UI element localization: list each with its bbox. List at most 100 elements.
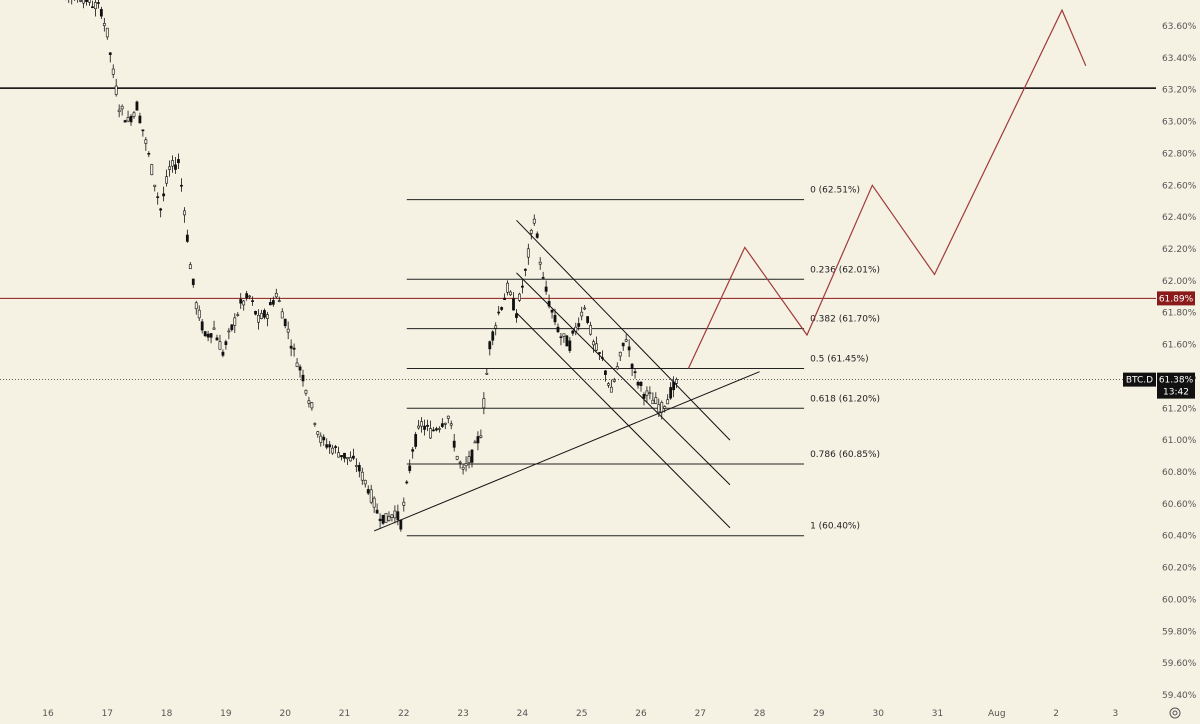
- fib-level-label: 0.5 (61.45%): [810, 354, 869, 364]
- candle-body: [645, 390, 649, 396]
- candle-body: [203, 331, 207, 337]
- candle-body: [518, 293, 521, 301]
- candle-body: [393, 510, 397, 519]
- x-tick-label: 18: [161, 709, 173, 719]
- y-tick-label: 60.80%: [1162, 468, 1197, 478]
- y-tick-label: 60.40%: [1162, 532, 1197, 542]
- candle-body: [526, 248, 530, 258]
- y-axis: 63.60% 63.40% 63.20% 63.00% 62.80% 62.60% 62.4…: [1162, 22, 1197, 701]
- candle-body: [277, 300, 281, 302]
- candle-body: [544, 286, 548, 292]
- candle-body: [141, 129, 145, 132]
- candle-body: [153, 184, 157, 187]
- symbol-badge-label: BTC.D: [1126, 376, 1153, 386]
- candle-body: [257, 314, 260, 323]
- horizontal-levels[interactable]: [0, 87, 1156, 381]
- candle-body: [91, 6, 94, 9]
- fib-level-label: 0 (62.51%): [810, 186, 860, 196]
- candle-body: [79, 0, 83, 2]
- candle-body: [381, 514, 385, 524]
- candle-body: [120, 105, 124, 110]
- candle-body: [500, 307, 504, 310]
- x-tick-label: 22: [398, 709, 409, 719]
- fib-level-label: 0.618 (61.20%): [810, 394, 880, 404]
- candle-body: [363, 479, 367, 485]
- candle-body: [126, 117, 130, 122]
- candle-body: [651, 399, 655, 405]
- candle-body: [663, 406, 667, 409]
- candle-body: [233, 317, 237, 326]
- settings-icon[interactable]: [1169, 707, 1181, 719]
- candle-body: [129, 116, 133, 123]
- candle-body: [414, 434, 418, 447]
- current-price-value: 61.38%: [1159, 376, 1194, 386]
- candle-body: [340, 455, 343, 458]
- candle-body: [405, 481, 409, 484]
- x-tick-label: 21: [339, 709, 350, 719]
- candle-body: [94, 2, 97, 10]
- price-badges: 61.89% BTC.D 61.38% 13:42: [1123, 291, 1195, 399]
- channel-line[interactable]: [516, 272, 731, 486]
- y-tick-label: 59.40%: [1162, 691, 1197, 701]
- candle-body: [230, 324, 234, 331]
- y-tick-label: 60.60%: [1162, 500, 1197, 510]
- y-tick-label: 62.00%: [1162, 277, 1197, 287]
- channel-line[interactable]: [516, 312, 731, 529]
- candle-body: [271, 300, 275, 305]
- candle-body: [586, 316, 590, 323]
- projection-path[interactable]: [687, 8, 1087, 369]
- candle-body: [111, 68, 115, 75]
- candle-body: [245, 293, 249, 299]
- candle-body: [191, 278, 195, 285]
- candle-body: [417, 425, 421, 429]
- candle-body: [156, 196, 160, 198]
- candle-body: [316, 431, 320, 435]
- x-tick-label: 16: [42, 709, 54, 719]
- candle-body: [571, 330, 575, 334]
- trend-drawings[interactable]: [373, 8, 1087, 532]
- candle-body: [399, 520, 403, 530]
- candle-body: [177, 159, 180, 164]
- candle-body: [565, 335, 569, 347]
- candle-body: [85, 0, 88, 2]
- candle-body: [165, 176, 169, 184]
- x-tick-label: Aug: [988, 709, 1006, 719]
- candle-body: [197, 309, 201, 319]
- x-tick-label: 3: [1113, 709, 1119, 719]
- candle-body: [337, 452, 340, 458]
- candle-body: [532, 218, 536, 224]
- candle-body: [429, 428, 432, 439]
- candle-body: [583, 307, 587, 310]
- price-candles: [65, 0, 678, 532]
- candle-body: [372, 497, 376, 508]
- candle-body: [82, 0, 85, 4]
- symbol-badge: [1123, 372, 1156, 387]
- y-tick-label: 63.00%: [1162, 118, 1197, 128]
- candle-body: [295, 362, 299, 367]
- candle-body: [144, 139, 148, 144]
- candle-body: [384, 513, 388, 523]
- candle-body: [556, 326, 560, 333]
- candle-body: [390, 514, 394, 518]
- candle-body: [375, 509, 379, 514]
- fibonacci-retracement[interactable]: 0 (62.51%) 0.236 (62.01%) 0.382 (61.70%) 0.…: [406, 186, 880, 537]
- candle-body: [435, 428, 438, 431]
- candle-body: [488, 341, 492, 350]
- y-tick-label: 62.20%: [1162, 245, 1197, 255]
- candle-body: [503, 297, 507, 301]
- candle-body: [387, 515, 391, 521]
- candle-body: [236, 314, 240, 316]
- candle-body: [423, 425, 426, 430]
- channel-line[interactable]: [516, 219, 731, 441]
- x-tick-label: 29: [813, 709, 825, 719]
- candle-body: [562, 333, 566, 337]
- candle-body: [114, 85, 118, 95]
- y-tick-label: 60.00%: [1162, 595, 1197, 605]
- candle-body: [618, 351, 622, 357]
- candle-body: [289, 345, 293, 349]
- candle-body: [494, 325, 498, 329]
- trend-line[interactable]: [373, 371, 760, 532]
- candle-body: [432, 429, 435, 432]
- candle-body: [642, 393, 646, 399]
